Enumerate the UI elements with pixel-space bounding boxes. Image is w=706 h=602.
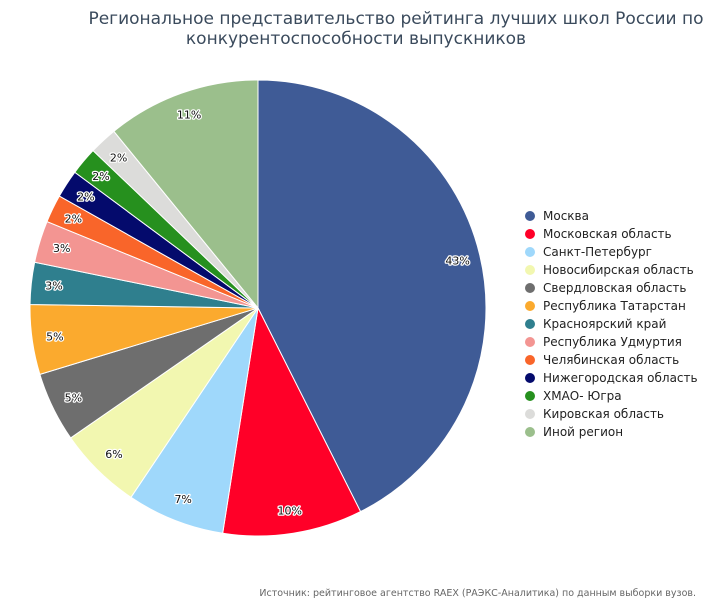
slice-label-9: 2% [77,190,94,203]
legend-marker-1 [525,229,535,239]
slice-label-2: 7% [174,493,191,506]
legend-marker-2 [525,247,535,257]
slice-label-12: 11% [177,109,201,122]
legend-label-12[interactable]: Иной регион [543,425,623,439]
slice-label-1: 10% [278,505,302,518]
legend-label-6[interactable]: Красноярский край [543,317,666,331]
legend-marker-5 [525,301,535,311]
pie-slices [29,79,487,537]
legend-marker-7 [525,337,535,347]
legend-label-5[interactable]: Республика Татарстан [543,299,686,313]
legend-marker-12 [525,427,535,437]
legend-marker-11 [525,409,535,419]
legend-marker-8 [525,355,535,365]
pie-slice-12 [113,79,259,310]
legend-label-1[interactable]: Московская область [543,227,672,241]
pie-slice-0 [257,79,487,513]
legend-label-3[interactable]: Новосибирская область [543,263,694,277]
slice-label-5: 5% [46,331,63,344]
slice-label-6: 3% [45,280,62,293]
legend-marker-0 [525,211,535,221]
legend-label-4[interactable]: Свердловская область [543,281,687,295]
chart-title-line-2: конкурентоспособности выпускников [186,29,526,49]
slice-label-3: 6% [105,448,122,461]
slice-label-11: 2% [110,151,127,164]
slice-label-7: 3% [53,242,70,255]
source-note: Источник: рейтинговое агентство RAEX (РА… [259,588,696,599]
legend-marker-10 [525,391,535,401]
slice-label-10: 2% [92,170,109,183]
legend-marker-3 [525,265,535,275]
pie-slice-1 [222,306,362,537]
slice-label-8: 2% [65,213,82,226]
legend-marker-4 [525,283,535,293]
legend-label-7[interactable]: Республика Удмуртия [543,335,682,349]
legend-label-2[interactable]: Санкт-Петербург [543,245,652,259]
legend-label-11[interactable]: Кировская область [543,407,664,421]
slice-label-0: 43% [445,255,469,268]
legend: Москва Московская область Санкт-Петербург Н… [525,209,698,439]
legend-label-10[interactable]: ХМАО- Югра [543,389,622,403]
legend-label-0[interactable]: Москва [543,209,589,223]
legend-label-8[interactable]: Челябинская область [543,353,679,367]
chart-title-line-1: Региональное представительство рейтинга … [88,9,703,29]
legend-marker-6 [525,319,535,329]
slice-label-4: 5% [65,391,82,404]
pie-slice-labels: 43%10%7%6%5%5%3%3%2%2%2%2%11% [44,107,471,519]
legend-marker-9 [525,373,535,383]
legend-label-9[interactable]: Нижегородская область [543,371,698,385]
